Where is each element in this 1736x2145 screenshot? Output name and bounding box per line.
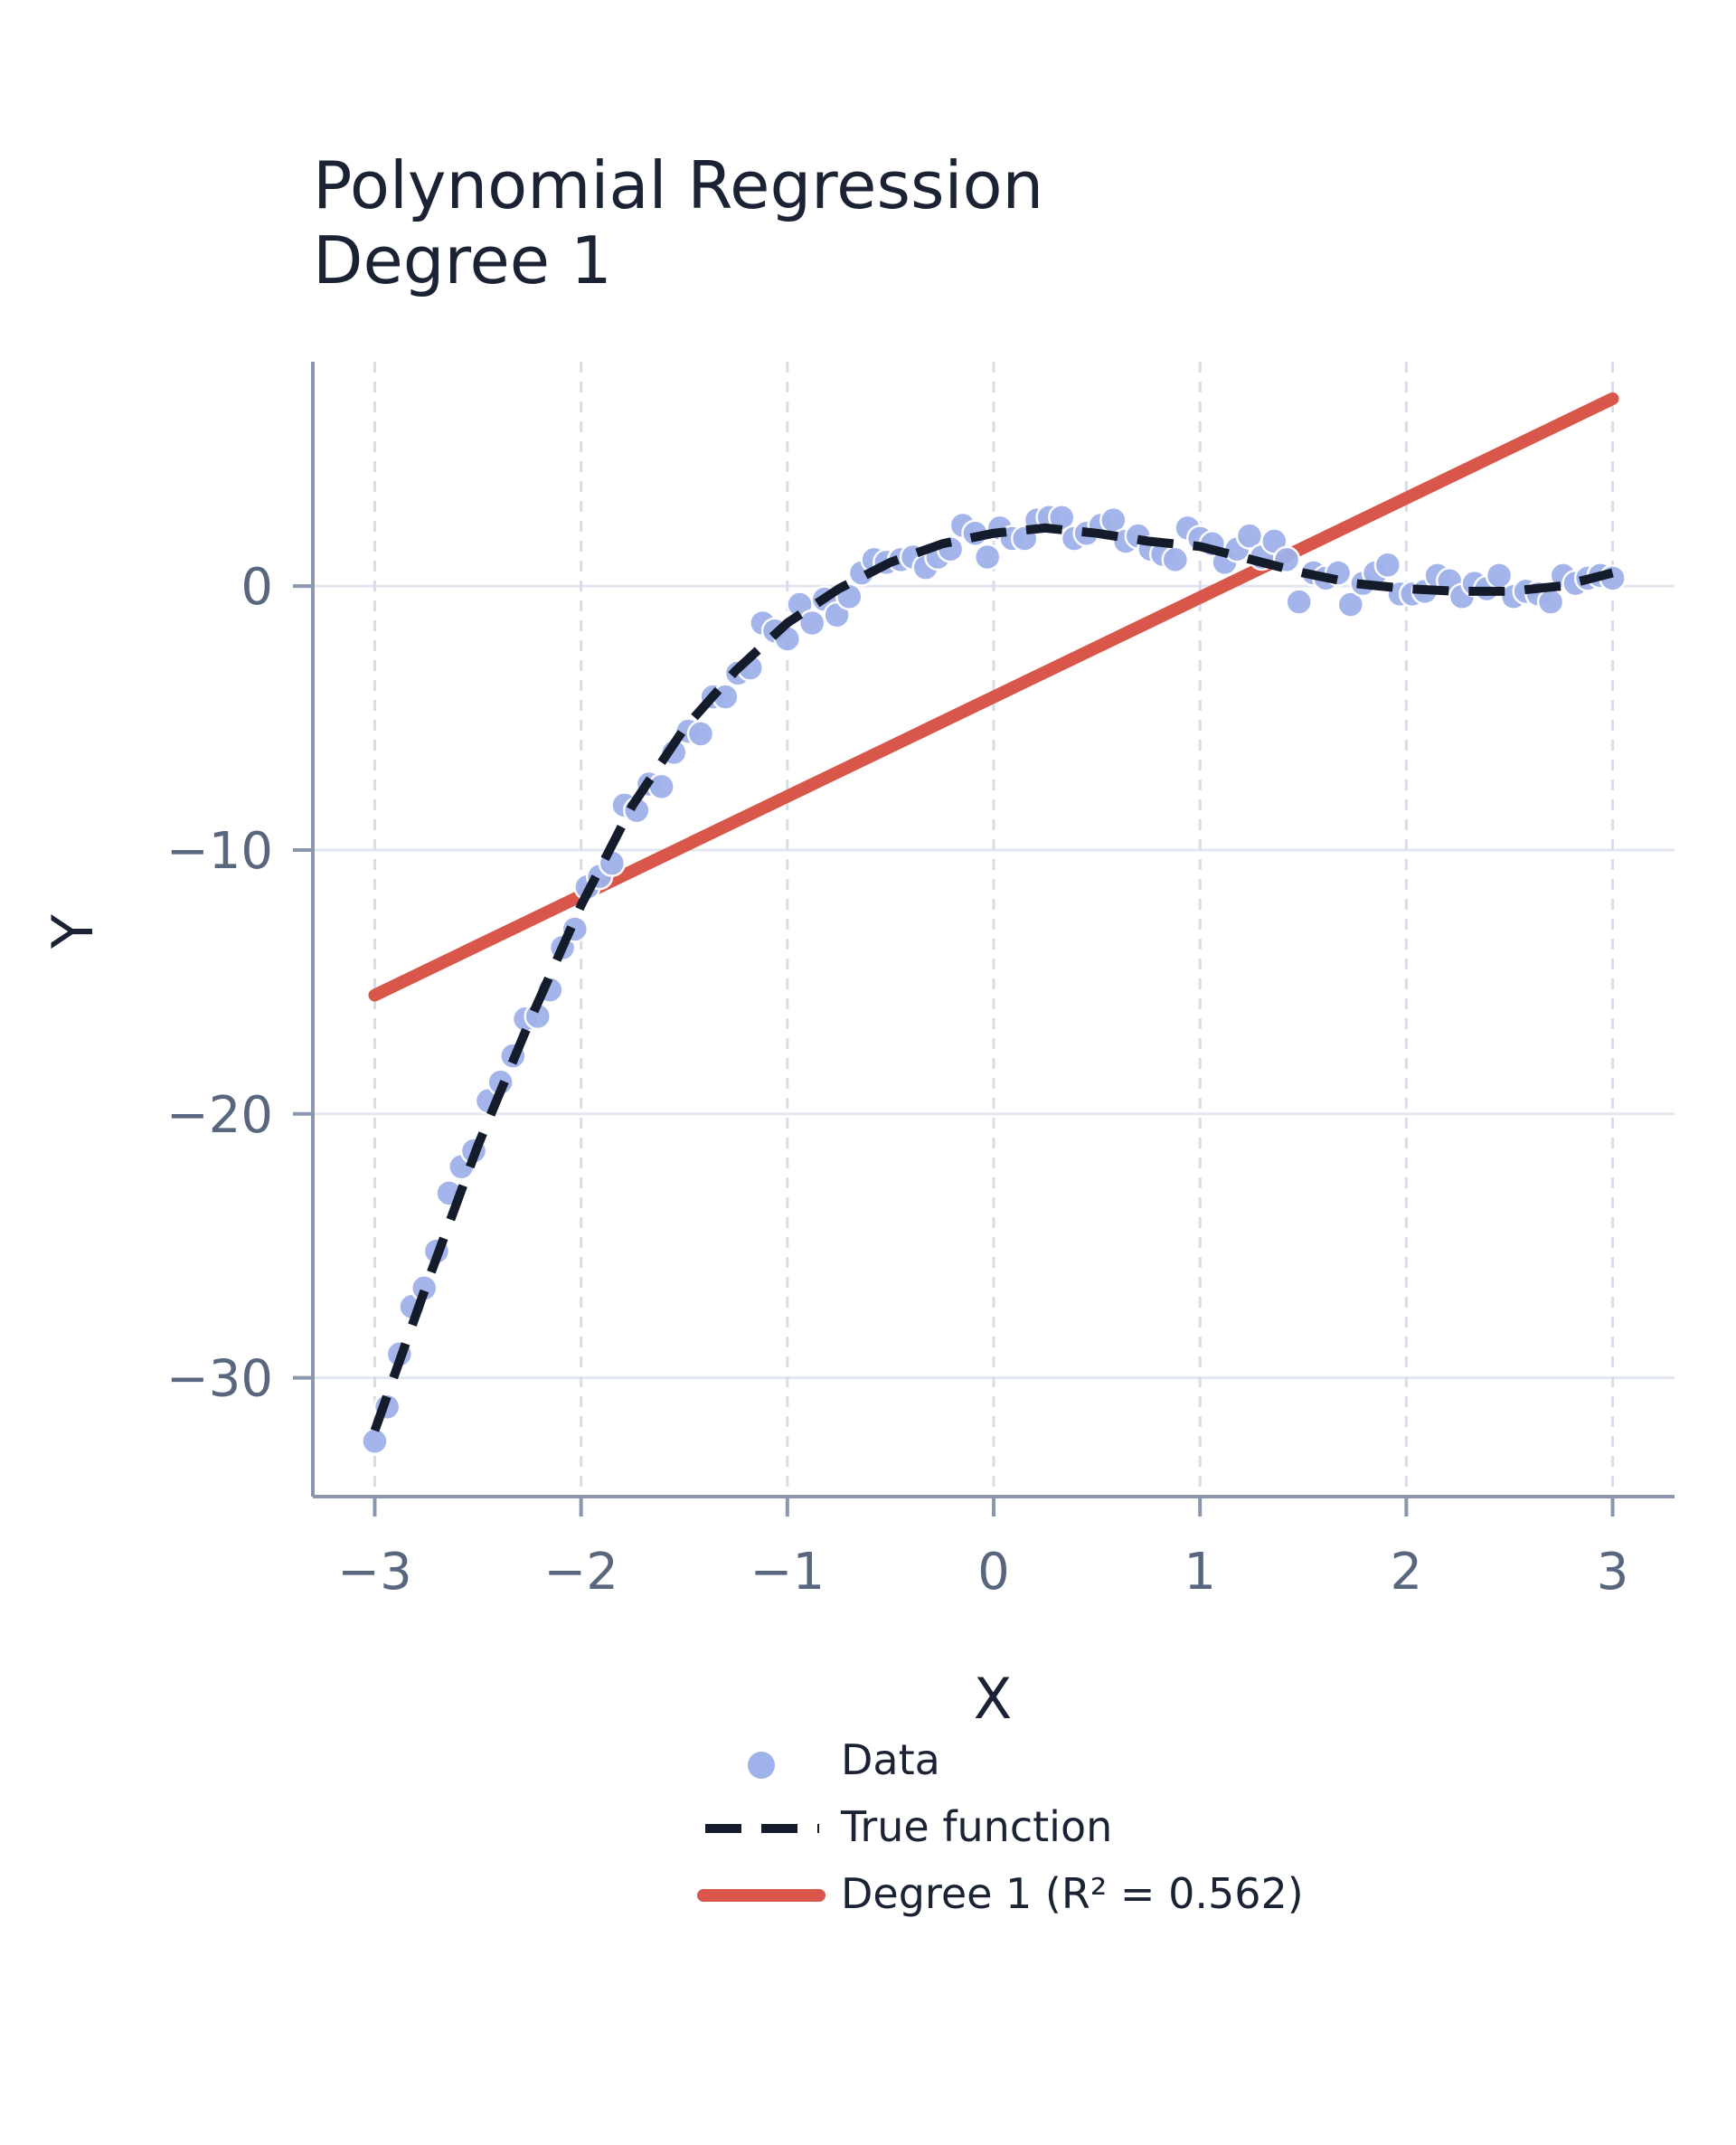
data-point bbox=[1373, 551, 1402, 579]
data-point bbox=[647, 772, 675, 801]
data-point bbox=[1161, 545, 1190, 574]
y-tick-label: −20 bbox=[166, 1086, 273, 1145]
x-tick-label: −3 bbox=[337, 1543, 412, 1602]
legend-label-true-function: True function bbox=[840, 1802, 1112, 1851]
y-tick-label: −30 bbox=[166, 1350, 273, 1409]
legend: Data True function Degree 1 (R² = 0.562) bbox=[697, 1735, 1304, 1918]
legend-data-marker bbox=[748, 1752, 775, 1779]
legend-label-data: Data bbox=[841, 1735, 940, 1784]
axes bbox=[293, 362, 1675, 1517]
y-tick-label: −10 bbox=[166, 822, 273, 881]
data-point bbox=[973, 543, 1002, 572]
x-tick-label: 0 bbox=[977, 1543, 1010, 1602]
x-tick-label: 3 bbox=[1597, 1543, 1629, 1602]
true-function-layer bbox=[370, 523, 1614, 1432]
y-tick-label: 0 bbox=[241, 558, 273, 617]
data-point bbox=[686, 720, 715, 748]
x-tick-label: 1 bbox=[1184, 1543, 1216, 1602]
x-tick-label: 2 bbox=[1391, 1543, 1423, 1602]
legend-label-fit: Degree 1 (R² = 0.562) bbox=[841, 1869, 1304, 1918]
data-point bbox=[361, 1427, 389, 1455]
data-point bbox=[1536, 588, 1565, 616]
y-axis-label: Y bbox=[40, 914, 106, 950]
chart-title: Polynomial Regression bbox=[313, 147, 1043, 223]
x-tick-label: −1 bbox=[750, 1543, 826, 1602]
data-point bbox=[797, 609, 826, 638]
x-tick-label: −2 bbox=[543, 1543, 618, 1602]
data-point bbox=[1336, 591, 1365, 619]
chart-subtitle: Degree 1 bbox=[313, 222, 612, 298]
data-points-layer bbox=[361, 503, 1627, 1455]
data-point bbox=[1285, 588, 1313, 616]
x-axis-label: X bbox=[974, 1666, 1012, 1732]
tick-labels: −3 −2 −1 0 1 2 3−30−20−100 bbox=[166, 558, 1629, 1602]
true-function-line bbox=[370, 523, 1614, 1432]
